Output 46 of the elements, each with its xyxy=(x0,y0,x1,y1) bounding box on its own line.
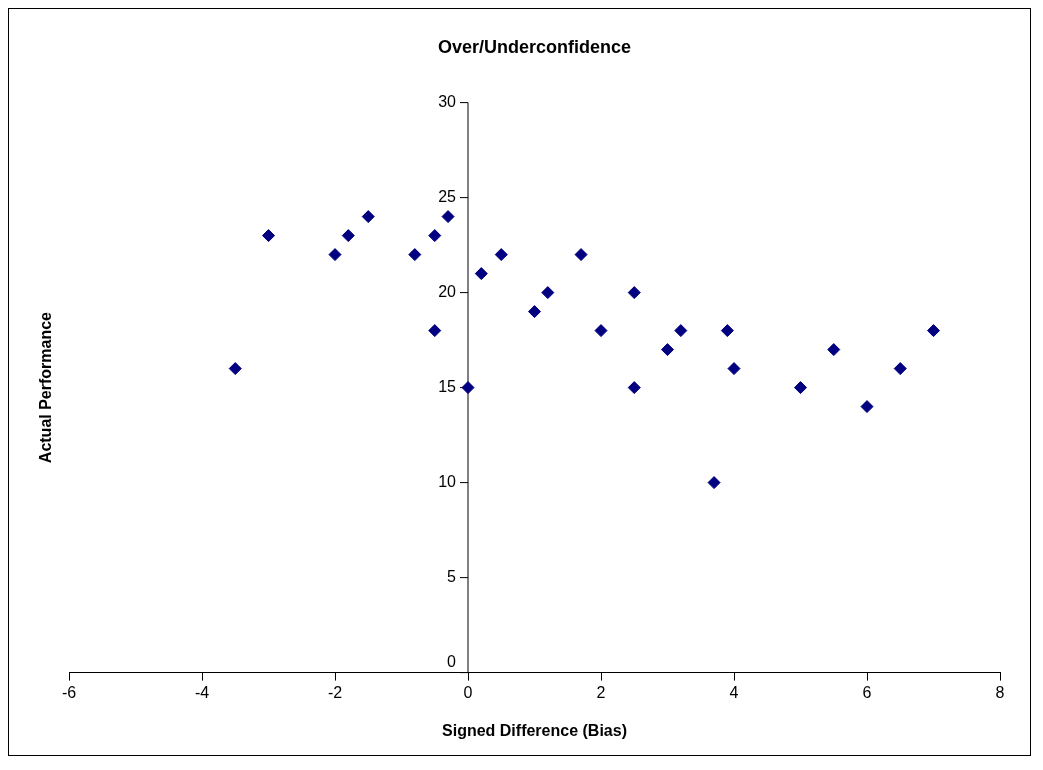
point xyxy=(494,248,508,262)
point xyxy=(228,362,242,376)
x-tick-label: 8 xyxy=(995,683,1005,701)
point xyxy=(408,248,422,262)
point xyxy=(727,362,741,376)
x-tick-label: 2 xyxy=(596,683,606,701)
point xyxy=(927,324,940,338)
y-tick-label: 15 xyxy=(438,378,457,396)
y-axis-title: Actual Performance xyxy=(37,311,55,464)
point xyxy=(627,286,641,300)
point xyxy=(661,343,674,357)
point xyxy=(474,267,488,281)
y-tick-label: 25 xyxy=(438,188,457,206)
y-tick-label: 5 xyxy=(447,568,457,586)
point xyxy=(627,381,641,395)
point xyxy=(674,324,688,338)
point xyxy=(594,324,608,338)
x-tick-label: -4 xyxy=(194,683,210,701)
point xyxy=(794,381,807,395)
point xyxy=(827,343,841,357)
x-tick-label: 6 xyxy=(862,683,872,701)
x-tick-label: -6 xyxy=(61,683,77,701)
y-tick-label: 30 xyxy=(438,93,457,111)
point xyxy=(461,381,475,395)
point xyxy=(541,286,555,300)
point xyxy=(720,324,734,338)
y-tick-label: 0 xyxy=(447,653,457,671)
point xyxy=(428,229,442,243)
point xyxy=(707,476,721,490)
x-tick-label: 0 xyxy=(463,683,473,701)
y-tick-label: 20 xyxy=(438,283,457,301)
x-tick-label: 4 xyxy=(729,683,739,701)
x-tick-label: -2 xyxy=(327,683,343,701)
point xyxy=(893,362,907,376)
y-tick-label: 10 xyxy=(438,473,457,491)
point xyxy=(361,210,375,224)
point xyxy=(428,324,442,338)
point xyxy=(262,229,275,243)
x-axis-title: Signed Difference (Bias) xyxy=(442,721,627,739)
point xyxy=(528,305,541,319)
point xyxy=(441,210,455,224)
chart-title: Over/Underconfidence xyxy=(437,36,632,57)
point xyxy=(574,248,588,262)
point xyxy=(860,400,874,414)
point xyxy=(341,229,355,243)
point xyxy=(328,248,342,262)
